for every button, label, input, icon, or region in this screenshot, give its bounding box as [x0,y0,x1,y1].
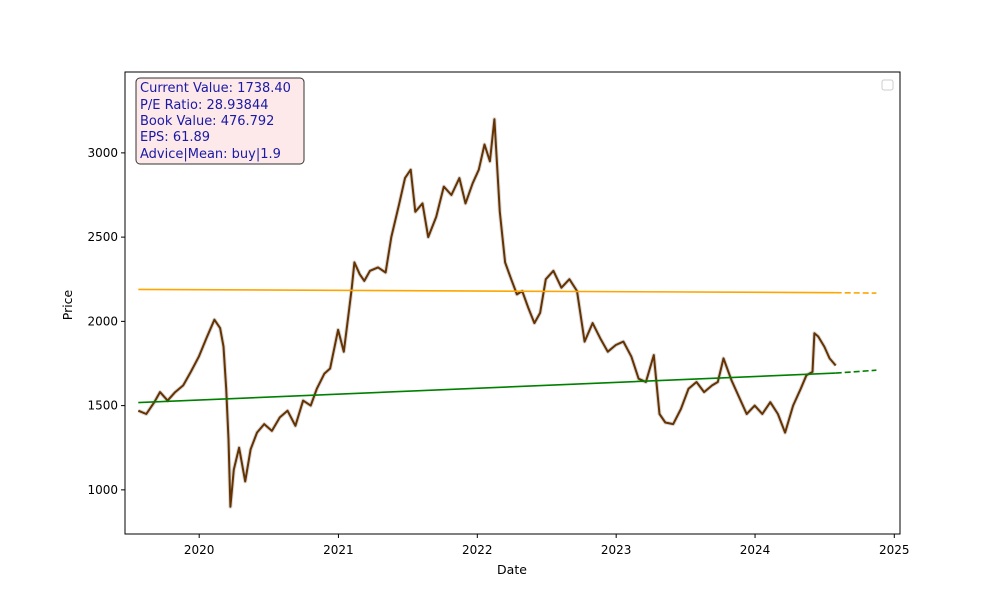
x-tick-label: 2024 [740,543,771,557]
x-axis-label: Date [497,562,527,577]
x-tick-label: 2025 [879,543,910,557]
info-box: Current Value: 1738.40 P/E Ratio: 28.938… [135,77,305,165]
chart-marks [137,117,877,509]
y-axis: 1000 1500 2000 2500 3000 [87,146,125,497]
x-tick-label: 2023 [601,543,632,557]
y-tick-label: 2000 [87,314,118,328]
y-tick-label: 3000 [87,146,118,160]
info-box-background [135,77,305,165]
y-tick-label: 1000 [87,483,118,497]
info-pe-ratio: P/E Ratio: 28.93844 [140,98,268,113]
info-advice-mean: Advice|Mean: buy|1.9 [140,147,281,162]
x-tick-label: 2020 [184,543,215,557]
trend-lower-projection [835,369,877,374]
plot-frame [124,71,901,535]
x-tick-label: 2021 [323,543,354,557]
trend-upper-line [138,288,836,294]
x-axis: 2020 2021 2022 2023 2024 2025 [184,534,910,557]
trend-lower-line [138,372,836,404]
y-tick-label: 1500 [87,399,118,413]
y-axis-label: Price [60,289,75,320]
y-tick-label: 2500 [87,230,118,244]
x-tick-label: 2022 [462,543,493,557]
info-book-value: Book Value: 476.792 [140,114,274,129]
info-eps: EPS: 61.89 [140,130,210,145]
info-current-value: Current Value: 1738.40 [140,81,291,96]
legend-box [881,79,894,91]
